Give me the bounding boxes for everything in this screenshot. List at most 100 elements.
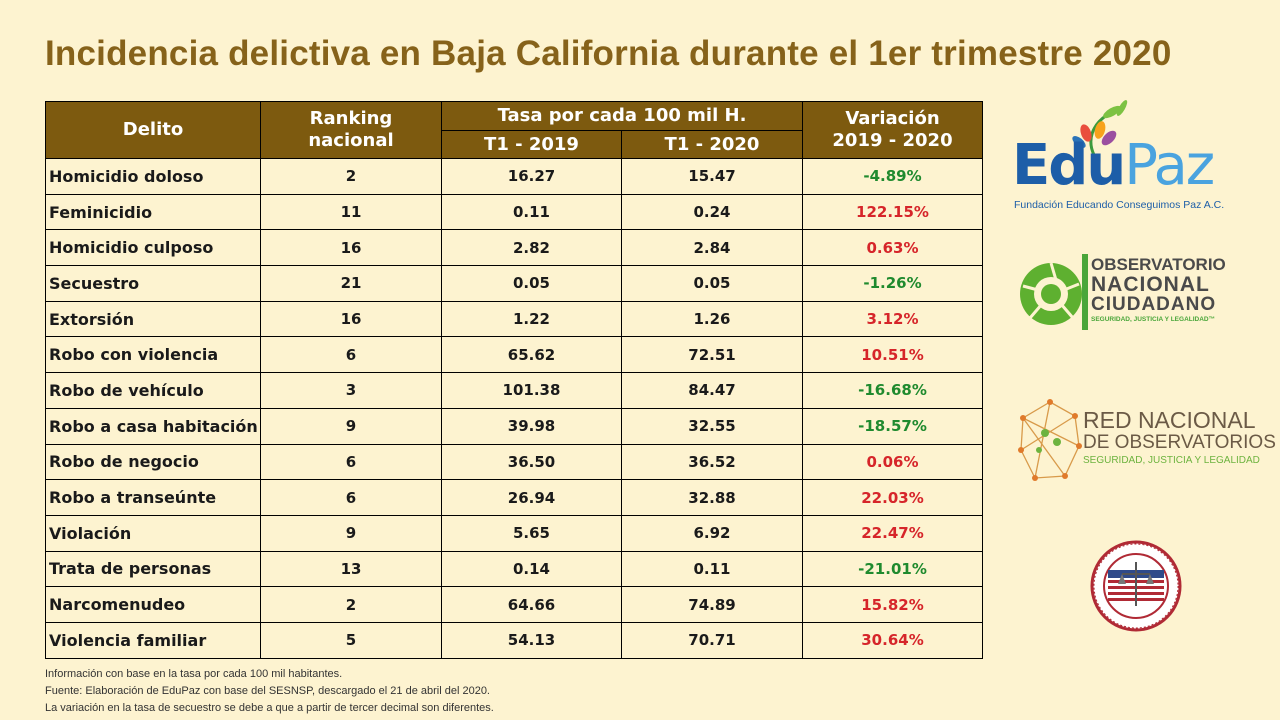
header-tasa: Tasa por cada 100 mil H. (441, 101, 803, 131)
variation-cell: 10.51% (802, 336, 983, 374)
red-line3: SEGURIDAD, JUSTICIA Y LEGALIDAD (1083, 455, 1260, 466)
table-row: Robo a casa habitación 9 39.98 32.55 -18.57% (45, 407, 983, 445)
red-line1: RED NACIONAL (1083, 407, 1256, 433)
rate-2020-cell: 0.05 (621, 265, 803, 302)
edupaz-name-edu: Edu (1012, 133, 1126, 198)
crime-name-cell: Robo a casa habitación (45, 407, 261, 445)
table-row: Feminicidio 11 0.11 0.24 122.15% (45, 193, 983, 231)
header-ranking-line1: Ranking (309, 108, 393, 129)
crime-name-cell: Homicidio culposo (45, 229, 261, 267)
rate-2019-cell: 101.38 (441, 372, 622, 409)
variation-cell: 0.63% (802, 229, 983, 267)
variation-cell: -4.89% (802, 158, 983, 195)
ranking-cell: 21 (260, 265, 442, 302)
rate-2019-cell: 64.66 (441, 586, 622, 623)
header-variacion: Variación 2019 - 2020 (802, 101, 983, 159)
table-row: Homicidio doloso 2 16.27 15.47 -4.89% (45, 158, 983, 195)
crime-name-cell: Robo a transeúnte (45, 479, 261, 516)
table-row: Robo de vehículo 3 101.38 84.47 -16.68% (45, 372, 983, 409)
variation-cell: -21.01% (802, 550, 983, 588)
rate-2019-cell: 0.11 (441, 193, 622, 231)
onc-spiral-icon (1020, 262, 1082, 325)
rate-2019-cell: 0.05 (441, 265, 622, 302)
rate-2019-cell: 65.62 (441, 336, 622, 374)
red-line2: DE OBSERVATORIOS (1083, 432, 1276, 453)
ranking-cell: 2 (260, 586, 442, 623)
variation-cell: 0.06% (802, 443, 983, 481)
seal-icon (1090, 540, 1182, 632)
table-row: Violación 9 5.65 6.92 22.47% (45, 514, 983, 552)
rate-2020-cell: 15.47 (621, 158, 803, 195)
footnotes: Información con base en la tasa por cada… (45, 666, 494, 717)
header-ranking: Ranking nacional (260, 101, 442, 159)
table-row: Robo con violencia 6 65.62 72.51 10.51% (45, 336, 983, 374)
rate-2020-cell: 0.24 (621, 193, 803, 231)
variation-cell: 22.47% (802, 514, 983, 552)
variation-cell: -1.26% (802, 265, 983, 302)
header-t1-2020: T1 - 2020 (621, 130, 803, 159)
variation-cell: -18.57% (802, 407, 983, 445)
crime-name-cell: Robo con violencia (45, 336, 261, 374)
header-delito: Delito (45, 101, 261, 159)
variation-cell: 3.12% (802, 300, 983, 338)
edupaz-flower-icon (1072, 100, 1128, 156)
rate-2020-cell: 32.88 (621, 479, 803, 516)
crime-name-cell: Violencia familiar (45, 621, 261, 659)
edupaz-name-paz: Paz (1124, 133, 1215, 198)
iniciativa-merida-seal (1090, 540, 1182, 632)
variation-cell: 30.64% (802, 621, 983, 659)
onc-line3: CIUDADANO (1091, 294, 1217, 315)
rate-2020-cell: 0.11 (621, 550, 803, 588)
ranking-cell: 16 (260, 300, 442, 338)
ranking-cell: 11 (260, 193, 442, 231)
rate-2019-cell: 36.50 (441, 443, 622, 481)
rate-2020-cell: 1.26 (621, 300, 803, 338)
crime-name-cell: Extorsión (45, 300, 261, 338)
ranking-cell: 9 (260, 407, 442, 445)
rate-2020-cell: 36.52 (621, 443, 803, 481)
table-row: Trata de personas 13 0.14 0.11 -21.01% (45, 550, 983, 588)
table-row: Robo de negocio 6 36.50 36.52 0.06% (45, 443, 983, 481)
variation-cell: 22.03% (802, 479, 983, 516)
crime-name-cell: Narcomenudeo (45, 586, 261, 623)
rate-2019-cell: 54.13 (441, 621, 622, 659)
table-row: Homicidio culposo 16 2.82 2.84 0.63% (45, 229, 983, 267)
ranking-cell: 3 (260, 372, 442, 409)
rate-2020-cell: 72.51 (621, 336, 803, 374)
crime-name-cell: Robo de negocio (45, 443, 261, 481)
crime-table-body: Homicidio doloso 2 16.27 15.47 -4.89% Feminic… (45, 158, 983, 659)
rate-2019-cell: 39.98 (441, 407, 622, 445)
footnote: Información con base en la tasa por cada… (45, 668, 343, 680)
rate-2019-cell: 26.94 (441, 479, 622, 516)
table-row: Secuestro 21 0.05 0.05 -1.26% (45, 265, 983, 302)
crime-name-cell: Homicidio doloso (45, 158, 261, 195)
header-ranking-line2: nacional (308, 130, 394, 151)
onc-logo: OBSERVATORIO NACIONAL CIUDADANO SEGURIDA… (1018, 254, 1238, 334)
ranking-cell: 9 (260, 514, 442, 552)
rate-2020-cell: 32.55 (621, 407, 803, 445)
rate-2019-cell: 1.22 (441, 300, 622, 338)
footnote: Fuente: Elaboración de EduPaz con base d… (45, 685, 490, 697)
edupaz-subtitle: Fundación Educando Conseguimos Paz A.C. (1014, 199, 1225, 211)
table-row: Robo a transeúnte 6 26.94 32.88 22.03% (45, 479, 983, 516)
rate-2019-cell: 5.65 (441, 514, 622, 552)
ranking-cell: 6 (260, 443, 442, 481)
crime-name-cell: Secuestro (45, 265, 261, 302)
table-row: Violencia familiar 5 54.13 70.71 30.64% (45, 621, 983, 659)
table-row: Extorsión 16 1.22 1.26 3.12% (45, 300, 983, 338)
rate-2020-cell: 74.89 (621, 586, 803, 623)
rate-2020-cell: 2.84 (621, 229, 803, 267)
header-t1-2019: T1 - 2019 (441, 130, 622, 159)
header-variacion-line1: Variación (845, 108, 940, 129)
crime-name-cell: Violación (45, 514, 261, 552)
crime-name-cell: Robo de vehículo (45, 372, 261, 409)
rate-2019-cell: 2.82 (441, 229, 622, 267)
footnote: La variación en la tasa de secuestro se … (45, 702, 494, 714)
ranking-cell: 2 (260, 158, 442, 195)
crime-name-cell: Trata de personas (45, 550, 261, 588)
red-network-icon (1018, 399, 1082, 481)
ranking-cell: 13 (260, 550, 442, 588)
rate-2019-cell: 0.14 (441, 550, 622, 588)
ranking-cell: 5 (260, 621, 442, 659)
ranking-cell: 16 (260, 229, 442, 267)
